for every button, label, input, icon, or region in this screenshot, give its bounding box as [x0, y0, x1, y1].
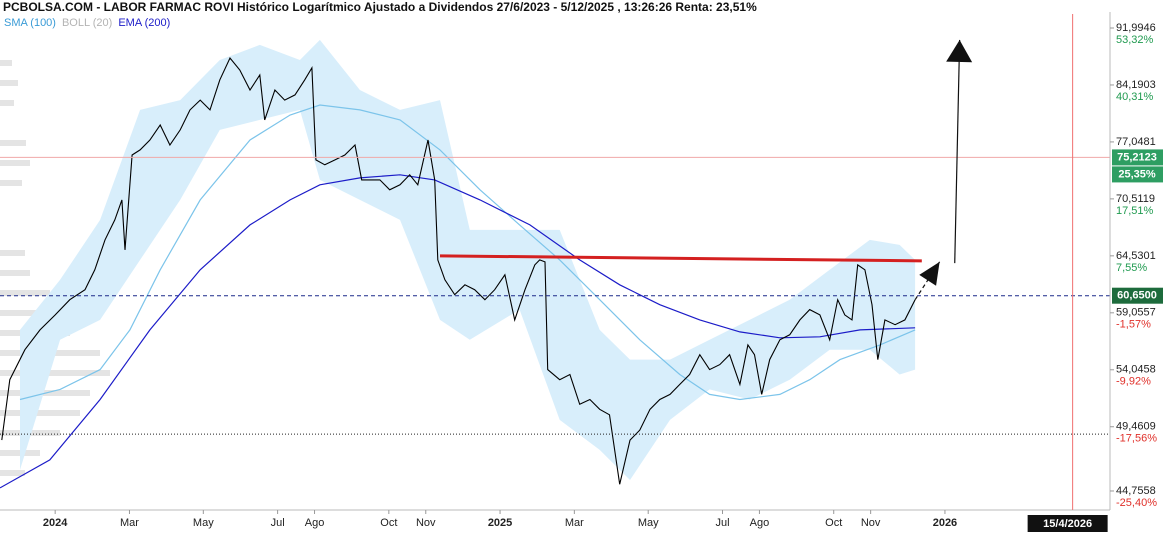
- x-tick-label: Mar: [565, 517, 584, 529]
- y-percent-label: 17,51%: [1116, 205, 1154, 217]
- level-sublabel: 25,35%: [1118, 168, 1156, 180]
- y-percent-label: -1,57%: [1116, 319, 1151, 331]
- y-percent-label: -9,92%: [1116, 376, 1151, 388]
- arrow-head: [946, 39, 973, 63]
- level-label: 75,2123: [1117, 151, 1157, 163]
- cursor-label: 15/4/2026: [1043, 518, 1092, 530]
- x-tick-label: Ago: [305, 517, 325, 529]
- y-tick-label: 49,4609: [1116, 421, 1156, 433]
- x-tick-label: 2025: [488, 517, 512, 529]
- y-tick-label: 64,5301: [1116, 250, 1156, 262]
- legend: SMA (100) BOLL (20) EMA (200): [4, 17, 170, 29]
- y-percent-label: -25,40%: [1116, 497, 1157, 509]
- y-tick-label: 54,0458: [1116, 364, 1156, 376]
- y-percent-label: 53,32%: [1116, 34, 1154, 46]
- y-tick-label: 91,9946: [1116, 22, 1156, 34]
- level-label: 60,6500: [1117, 290, 1157, 302]
- y-percent-label: 40,31%: [1116, 91, 1154, 103]
- x-tick-label: Oct: [380, 517, 397, 529]
- series-line: [19, 104, 916, 401]
- y-tick-label: 77,0481: [1116, 136, 1156, 148]
- level-box: [1112, 149, 1163, 166]
- x-tick-label: Ago: [750, 517, 770, 529]
- lines-layer: [0, 56, 1110, 489]
- top-layer: 15/4/2026 75,2123 25,35% 60,6500: [439, 39, 1163, 532]
- x-tick-label: Nov: [861, 517, 881, 529]
- x-tick-label: 2026: [933, 517, 957, 529]
- y-tick-label: 84,1903: [1116, 79, 1156, 91]
- y-percent-label: 7,55%: [1116, 262, 1147, 274]
- series-line: [0, 174, 916, 489]
- x-tick-label: May: [193, 517, 214, 529]
- y-percent-label: -17,56%: [1116, 433, 1157, 445]
- y-tick-label: 59,0557: [1116, 307, 1156, 319]
- x-tick-label: Mar: [120, 517, 139, 529]
- chart-title: PCBOLSA.COM - LABOR FARMAC ROVI Históric…: [3, 0, 757, 14]
- level-box: [1112, 166, 1163, 183]
- y-tick-label: 70,5119: [1116, 193, 1155, 205]
- x-tick-label: Nov: [416, 517, 436, 529]
- legend-entry: EMA (200): [118, 17, 170, 29]
- cursor-box: [1027, 515, 1108, 532]
- price-line: [1, 56, 916, 485]
- x-tick-label: Jul: [271, 517, 285, 529]
- x-tick-label: May: [638, 517, 659, 529]
- trend-line: [439, 254, 922, 263]
- x-tick-label: 2024: [43, 517, 68, 529]
- level-box: [1112, 287, 1163, 304]
- trend-line: [954, 39, 961, 264]
- y-tick-label: 44,7558: [1116, 485, 1156, 497]
- legend-entry: SMA (100): [4, 17, 56, 29]
- arrow-head: [919, 261, 940, 286]
- x-tick-label: Jul: [715, 517, 729, 529]
- legend-entry: BOLL (20): [62, 17, 112, 29]
- x-tick-label: Oct: [825, 517, 842, 529]
